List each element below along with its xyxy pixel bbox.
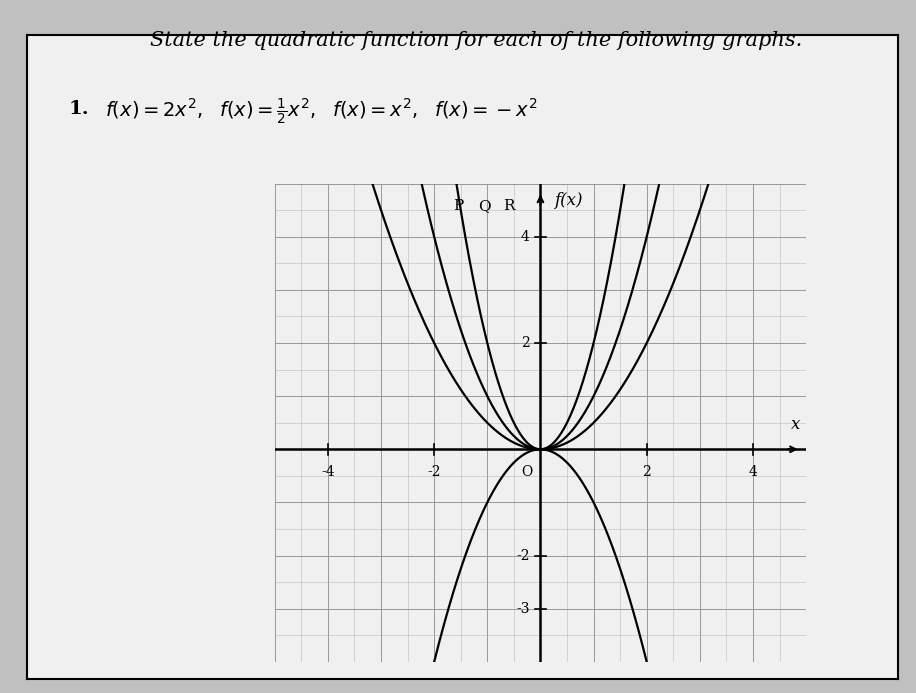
- Text: 4: 4: [748, 465, 758, 480]
- Text: -2: -2: [428, 465, 441, 480]
- Text: 2: 2: [521, 336, 529, 350]
- Text: O: O: [521, 465, 533, 480]
- Text: f(x): f(x): [553, 192, 583, 209]
- Text: 2: 2: [642, 465, 651, 480]
- Text: 1.: 1.: [69, 100, 90, 119]
- Text: x: x: [791, 416, 801, 433]
- Text: -2: -2: [517, 549, 529, 563]
- Text: -4: -4: [322, 465, 334, 480]
- Text: $f(x) = 2x^2,\ \ f(x) = \frac{1}{2}x^2,\ \ f(x) = x^2,\ \ f(x) = -x^2$: $f(x) = 2x^2,\ \ f(x) = \frac{1}{2}x^2,\…: [105, 97, 538, 127]
- Text: 4: 4: [521, 230, 529, 244]
- Text: -3: -3: [517, 602, 529, 615]
- Text: R: R: [503, 199, 514, 213]
- Text: State the quadratic function for each of the following graphs.: State the quadratic function for each of…: [150, 31, 802, 50]
- Text: P: P: [453, 199, 463, 213]
- Text: Q: Q: [478, 199, 491, 213]
